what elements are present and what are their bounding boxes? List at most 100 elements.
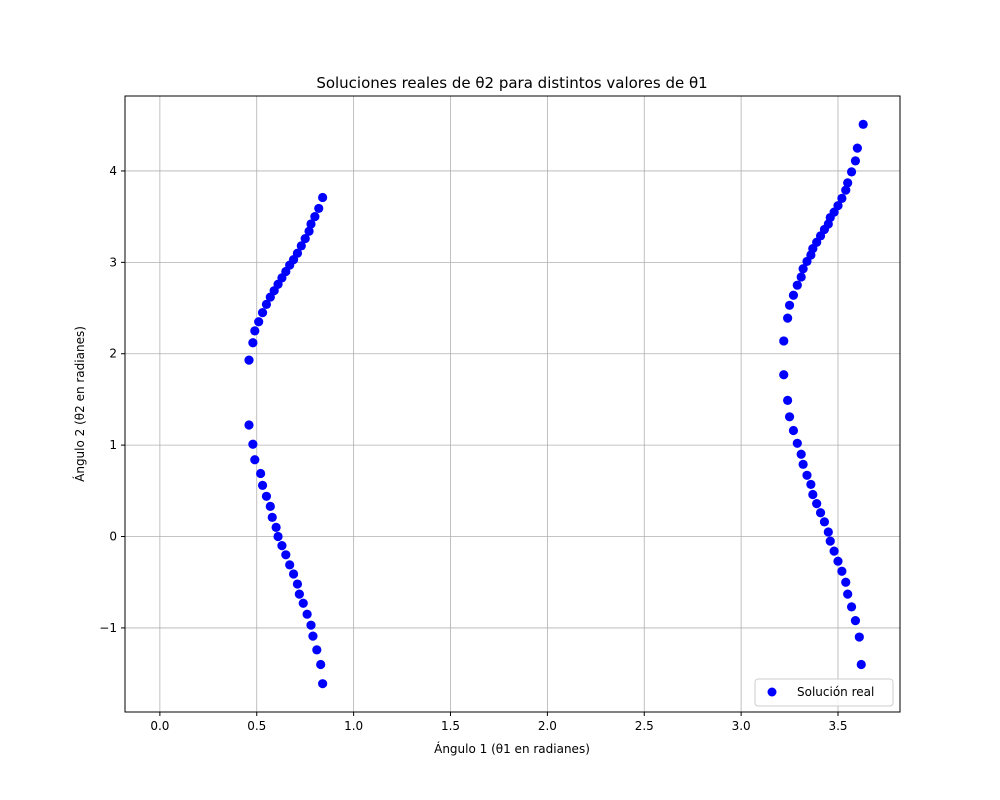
x-axis-ticks: 0.0 0.5 1.0 1.5 2.0 2.5 3.0 3.5 — [150, 712, 848, 733]
data-point — [254, 317, 264, 327]
data-point — [843, 178, 853, 188]
data-point — [796, 449, 806, 459]
data-point — [300, 233, 310, 244]
data-point — [306, 219, 316, 229]
data-point — [798, 459, 808, 469]
data-point — [250, 455, 260, 465]
y-tick-label: 3 — [109, 255, 117, 269]
data-point — [846, 602, 857, 612]
data-point — [302, 609, 312, 619]
data-point — [837, 193, 847, 203]
data-point — [846, 167, 857, 177]
x-tick-label: 0.5 — [247, 719, 266, 733]
data-point — [250, 326, 260, 336]
data-point — [792, 438, 802, 448]
data-point — [273, 531, 283, 542]
data-point — [806, 479, 816, 490]
data-point — [292, 579, 303, 589]
data-point — [850, 616, 861, 626]
x-tick-label: 3.0 — [732, 719, 751, 733]
y-axis-ticks: −1 0 1 2 3 4 — [99, 164, 125, 635]
y-tick-label: −1 — [99, 621, 117, 635]
data-point — [819, 517, 830, 527]
legend: Solución real — [754, 678, 894, 707]
data-point — [288, 569, 299, 579]
data-point — [310, 212, 320, 222]
x-tick-label: 1.0 — [344, 719, 363, 733]
data-point — [843, 589, 853, 599]
x-tick-label: 2.5 — [635, 719, 654, 733]
data-point — [261, 491, 272, 501]
data-point — [796, 272, 806, 282]
legend-entry-label: Solución real — [797, 685, 874, 699]
data-point — [858, 119, 868, 129]
y-axis-label: Ángulo 2 (θ2 en radianes) — [72, 326, 87, 482]
data-point — [850, 156, 861, 166]
data-point — [318, 679, 328, 689]
data-point — [306, 620, 316, 630]
data-point — [784, 300, 795, 310]
data-point — [257, 308, 268, 318]
chart-title: Soluciones reales de θ2 para distintos v… — [316, 74, 707, 92]
data-point — [802, 470, 812, 480]
data-point — [304, 226, 314, 236]
data-point — [257, 480, 268, 490]
data-point — [779, 370, 789, 380]
plot-area-frame — [124, 95, 901, 713]
data-point — [841, 185, 851, 195]
data-point — [783, 395, 793, 405]
data-point — [271, 522, 281, 532]
legend-marker — [767, 687, 777, 697]
data-point — [281, 550, 291, 560]
data-point — [837, 566, 847, 576]
y-tick-label: 4 — [109, 164, 117, 178]
data-point — [248, 439, 258, 449]
y-tick-label: 0 — [109, 530, 117, 544]
data-point — [808, 489, 818, 500]
data-point — [314, 203, 324, 214]
data-point — [277, 541, 287, 551]
data-point — [244, 355, 254, 365]
data-point — [841, 577, 851, 587]
data-point — [833, 556, 843, 566]
data-point — [854, 632, 864, 642]
data-point — [829, 546, 839, 556]
x-tick-label: 3.5 — [828, 719, 847, 733]
data-point — [792, 280, 802, 290]
y-tick-label: 1 — [109, 438, 117, 452]
data-point — [267, 512, 277, 522]
data-point — [788, 425, 799, 436]
data-point — [788, 290, 799, 300]
data-point — [296, 241, 306, 251]
data-point — [308, 631, 318, 641]
data-point — [856, 659, 866, 670]
data-point — [298, 598, 308, 608]
data-point — [285, 560, 295, 570]
data-point — [261, 299, 272, 309]
x-tick-label: 2.0 — [538, 719, 557, 733]
data-point — [784, 412, 795, 422]
y-tick-label: 2 — [109, 347, 117, 361]
data-point — [825, 536, 835, 546]
data-point — [833, 201, 843, 211]
data-point — [823, 527, 833, 537]
data-point — [852, 143, 862, 153]
data-point — [292, 248, 303, 258]
x-axis-label: Ángulo 1 (θ1 en radianes) — [434, 741, 590, 756]
data-point — [265, 501, 275, 511]
data-point — [812, 499, 822, 509]
data-point — [256, 468, 266, 479]
data-point — [318, 192, 328, 203]
legend-box — [754, 678, 894, 707]
data-point — [248, 338, 258, 348]
x-tick-label: 0.0 — [150, 719, 169, 733]
data-point — [815, 508, 826, 518]
data-point — [779, 336, 789, 346]
data-point — [244, 420, 254, 430]
data-point — [798, 264, 808, 274]
x-tick-label: 1.5 — [441, 719, 460, 733]
data-point — [294, 589, 304, 599]
data-points — [244, 119, 868, 689]
